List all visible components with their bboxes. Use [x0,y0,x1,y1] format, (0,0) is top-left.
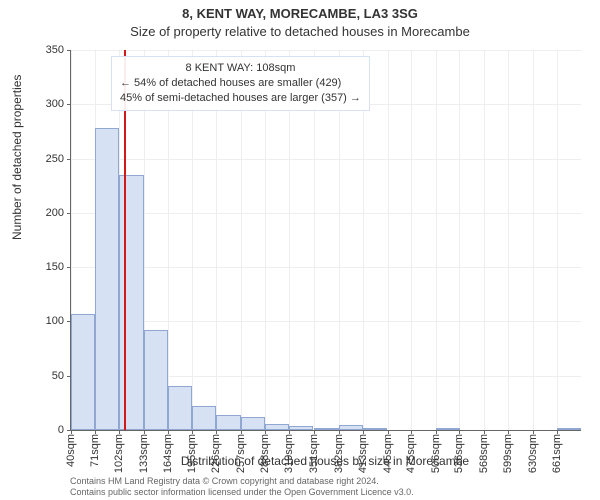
x-axis-label: Distribution of detached houses by size … [70,454,580,468]
annotation-line2: ← 54% of detached houses are smaller (42… [120,76,361,91]
gridline-horizontal [71,267,581,268]
histogram-bar [216,415,240,430]
ytick-label: 0 [34,424,64,436]
histogram-bar [119,175,143,430]
footer-line1: Contains HM Land Registry data © Crown c… [70,476,414,487]
gridline-vertical [388,50,389,430]
ytick-label: 100 [34,315,64,327]
gridline-vertical [533,50,534,430]
y-axis-label: Number of detached properties [10,75,24,240]
ytick-label: 150 [34,261,64,273]
ytick-label: 200 [34,207,64,219]
histogram-bar [95,128,119,430]
gridline-vertical [436,50,437,430]
ytick-label: 300 [34,98,64,110]
gridline-vertical [484,50,485,430]
ytick-label: 250 [34,153,64,165]
gridline-horizontal [71,159,581,160]
histogram-bar [557,428,581,430]
histogram-bar [314,428,338,430]
footer-line2: Contains public sector information licen… [70,487,414,498]
gridline-vertical [411,50,412,430]
histogram-bar [144,330,168,430]
gridline-vertical [557,50,558,430]
annotation-box: 8 KENT WAY: 108sqm ← 54% of detached hou… [111,56,370,111]
gridline-horizontal [71,321,581,322]
ytick-label: 50 [34,370,64,382]
annotation-line1: 8 KENT WAY: 108sqm [120,61,361,76]
histogram-bar [363,428,387,430]
chart-title-line1: 8, KENT WAY, MORECAMBE, LA3 3SG [0,6,600,21]
plot-area: 40sqm71sqm102sqm133sqm164sqm195sqm226sqm… [70,50,581,431]
annotation-line3: 45% of semi-detached houses are larger (… [120,91,361,106]
histogram-bar [265,424,289,431]
gridline-vertical [459,50,460,430]
histogram-bar [71,314,95,430]
histogram-bar [436,428,460,430]
ytick-label: 350 [34,44,64,56]
histogram-bar [289,426,313,430]
histogram-bar [241,417,265,430]
gridline-vertical [508,50,509,430]
histogram-bar [168,386,192,431]
footer-attribution: Contains HM Land Registry data © Crown c… [70,476,414,498]
gridline-horizontal [71,50,581,51]
gridline-horizontal [71,213,581,214]
histogram-bar [192,406,216,430]
histogram-bar [339,425,363,430]
chart-title-line2: Size of property relative to detached ho… [0,24,600,39]
